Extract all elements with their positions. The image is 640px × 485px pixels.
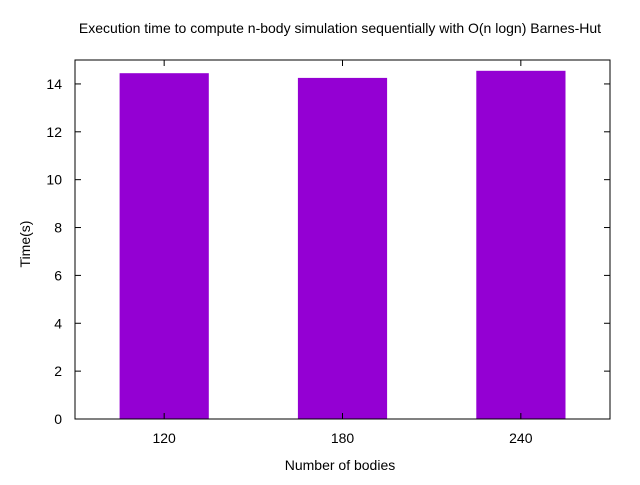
plot-frame <box>74 59 611 420</box>
bar-180 <box>297 77 388 420</box>
y-axis-ticks: 0 2 4 6 8 10 12 14 <box>46 76 610 427</box>
x-tick-label: 180 <box>331 430 355 446</box>
y-tick-label: 12 <box>46 124 62 140</box>
x-axis-ticks: 120 180 240 <box>152 60 533 446</box>
y-tick-label: 14 <box>46 76 62 92</box>
y-tick-label: 6 <box>54 267 62 283</box>
x-tick-label: 240 <box>509 430 533 446</box>
bar-240 <box>476 70 566 420</box>
chart-title: Execution time to compute n-body simulat… <box>79 20 601 36</box>
x-tick-label: 120 <box>152 430 176 446</box>
bar-120 <box>119 73 209 419</box>
y-tick-label: 0 <box>54 411 62 427</box>
y-tick-label: 8 <box>54 220 62 236</box>
y-axis-label: Time(s) <box>17 221 33 268</box>
y-tick-label: 4 <box>54 315 62 331</box>
x-axis-label: Number of bodies <box>285 457 396 473</box>
y-tick-label: 10 <box>46 172 62 188</box>
y-tick-label: 2 <box>54 363 62 379</box>
bars-group <box>119 70 566 420</box>
